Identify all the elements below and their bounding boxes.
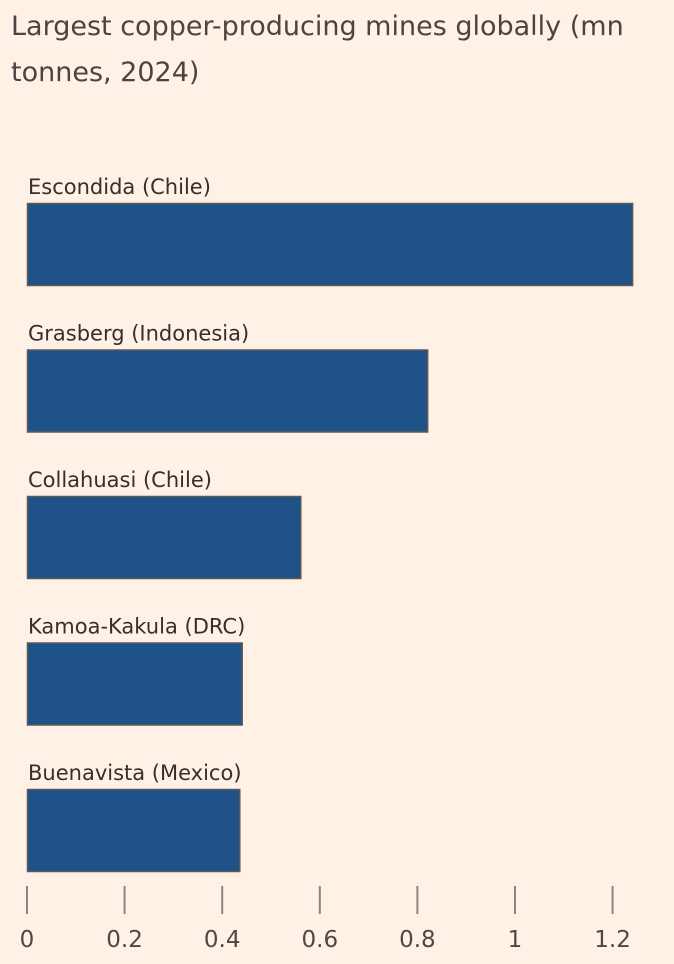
x-tick-label: 1.2 [594, 927, 631, 953]
x-tick-label: 0.6 [302, 927, 339, 953]
bars-layer: Escondida (Chile) Grasberg (Indonesia) Col… [26, 175, 634, 873]
x-axis: 0 0.2 0.4 0.6 0.8 1 1.2 [20, 886, 631, 953]
x-tick-label: 0.4 [204, 927, 241, 953]
chart-title: Largest copper-producing mines globally … [11, 11, 624, 88]
bar [26, 349, 429, 433]
x-tick-label: 0 [20, 927, 35, 953]
bar [26, 202, 634, 287]
bar [26, 642, 243, 726]
x-tick-label: 0.8 [399, 927, 436, 953]
category-label: Collahuasi (Chile) [28, 468, 212, 492]
x-tick-label: 0.2 [106, 927, 143, 953]
category-label: Buenavista (Mexico) [28, 761, 242, 785]
category-label: Escondida (Chile) [28, 175, 211, 199]
bar [26, 788, 241, 873]
x-tick-label: 1 [508, 927, 523, 953]
bar [26, 495, 302, 580]
category-label: Kamoa-Kakula (DRC) [28, 615, 245, 639]
category-label: Grasberg (Indonesia) [28, 322, 249, 346]
